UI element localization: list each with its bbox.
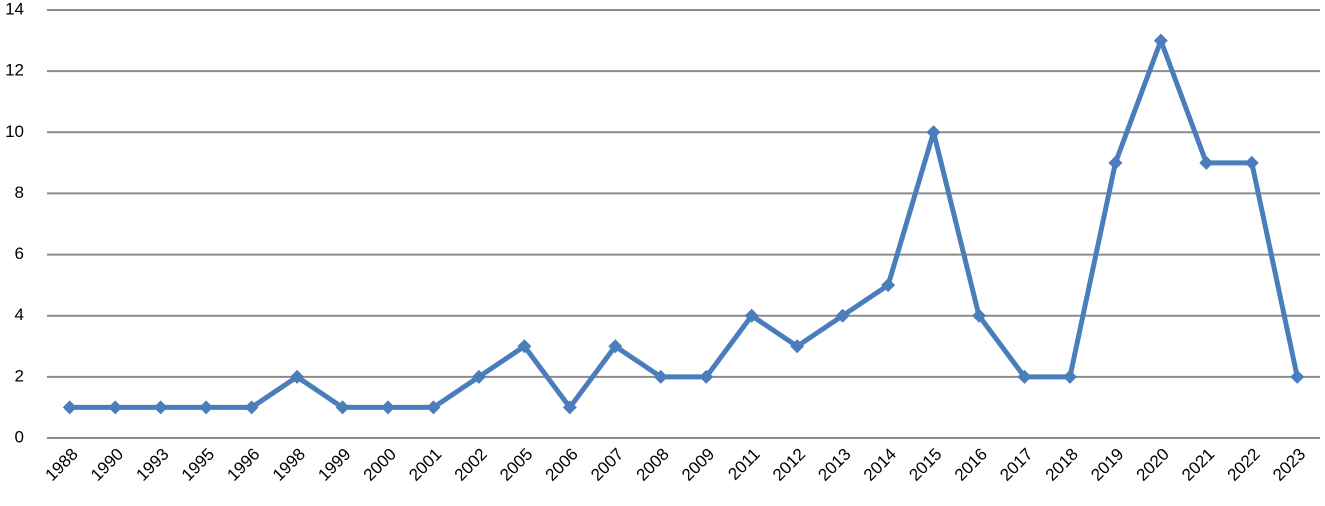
marker: [926, 125, 941, 140]
marker: [199, 400, 214, 415]
marker: [426, 400, 441, 415]
marker: [1108, 155, 1123, 170]
x-tick-label: 2009: [678, 445, 718, 485]
marker: [1199, 155, 1214, 170]
x-tick-label: 2002: [451, 445, 491, 485]
marker: [744, 308, 759, 323]
y-tick-label: 8: [15, 183, 24, 202]
x-tick-label: 2012: [769, 445, 809, 485]
x-tick-label: 2019: [1087, 445, 1127, 485]
x-tick-label: 2007: [587, 445, 627, 485]
marker: [244, 400, 259, 415]
x-tick-label: 2001: [405, 445, 445, 485]
x-tick-label: 2015: [905, 445, 945, 485]
marker: [62, 400, 77, 415]
marker: [653, 369, 668, 384]
y-tick-label: 10: [5, 122, 24, 141]
y-tick-label: 2: [15, 366, 24, 385]
x-tick-label: 2013: [814, 445, 854, 485]
marker: [1062, 369, 1077, 384]
x-tick-label: 2018: [1042, 445, 1082, 485]
x-tick-label: 2020: [1133, 445, 1173, 485]
x-tick-label: 2017: [996, 445, 1036, 485]
marker: [1017, 369, 1032, 384]
y-tick-label: 0: [15, 427, 24, 446]
marker: [471, 369, 486, 384]
marker: [335, 400, 350, 415]
marker: [790, 339, 805, 354]
marker: [881, 278, 896, 293]
marker: [290, 369, 305, 384]
x-tick-label: 2005: [496, 445, 536, 485]
x-tick-label: 2021: [1178, 445, 1218, 485]
marker: [1153, 33, 1168, 48]
x-tick-label: 2016: [951, 445, 991, 485]
marker: [972, 308, 987, 323]
line: [69, 38, 1300, 410]
x-tick-label: 2022: [1224, 445, 1264, 485]
x-tick-label: 1998: [269, 445, 309, 485]
x-tick-label: 1999: [314, 445, 354, 485]
marker: [699, 369, 714, 384]
marker: [380, 400, 395, 415]
x-tick-label: 2023: [1269, 445, 1309, 485]
x-tick-label: 2008: [633, 445, 673, 485]
x-tick-label: 1988: [42, 445, 82, 485]
marker: [608, 339, 623, 354]
x-tick-label: 2014: [860, 445, 900, 485]
marker: [835, 308, 850, 323]
y-tick-label: 12: [5, 61, 24, 80]
x-tick-label: 2011: [724, 445, 763, 484]
marker: [517, 339, 532, 354]
marker: [153, 400, 168, 415]
marker: [1244, 155, 1259, 170]
x-tick-label: 2000: [360, 445, 400, 485]
marker: [108, 400, 123, 415]
x-tick-label: 2006: [542, 445, 582, 485]
x-tick-label: 1993: [132, 445, 172, 485]
x-tick-label: 1996: [223, 445, 263, 485]
y-tick-label: 14: [5, 0, 24, 18]
y-tick-label: 4: [15, 305, 24, 324]
marker: [562, 400, 577, 415]
x-tick-label: 1995: [178, 445, 218, 485]
x-tick-label: 1990: [87, 445, 127, 485]
y-tick-label: 6: [15, 244, 24, 263]
marker: [1290, 369, 1305, 384]
